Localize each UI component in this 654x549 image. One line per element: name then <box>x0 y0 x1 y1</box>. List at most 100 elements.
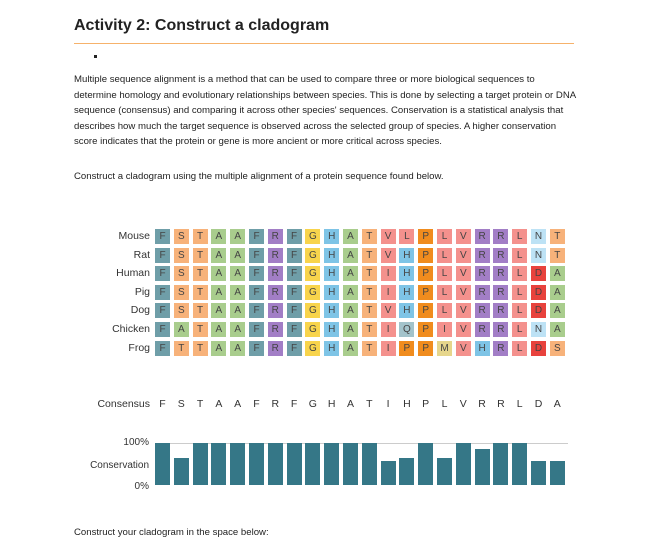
residue-cell: R <box>493 229 509 244</box>
residue-cell: H <box>324 229 340 244</box>
consensus-residue: S <box>177 398 185 410</box>
conservation-bar <box>249 443 264 485</box>
residue-cell: R <box>493 340 509 356</box>
conservation-bar <box>455 443 471 485</box>
residue-cell: M <box>437 340 452 356</box>
residue-cell: H <box>474 340 490 356</box>
residue-cell: A <box>343 247 358 263</box>
conservation-bar <box>155 443 170 485</box>
residue-cell: H <box>324 284 340 300</box>
residue-cell: N <box>531 229 546 244</box>
residue-cell: F <box>249 229 264 244</box>
residue-cell: G <box>305 284 321 300</box>
title-divider <box>74 43 574 44</box>
residue-cell: T <box>361 284 377 300</box>
residue-cell: R <box>267 247 283 263</box>
residue-cell: P <box>418 284 434 300</box>
residue-cell: F <box>249 247 264 263</box>
consensus-residue: H <box>403 398 411 410</box>
residue-cell: F <box>155 247 170 263</box>
residue-cell: A <box>230 247 246 263</box>
residue-cell: L <box>512 284 528 300</box>
residue-cell: R <box>474 266 490 282</box>
residue-cell: D <box>531 303 546 319</box>
residue-cell: A <box>343 229 358 244</box>
residue-cell: F <box>249 322 264 337</box>
consensus-residue: R <box>478 398 486 410</box>
residue-cell: F <box>155 340 170 356</box>
residue-cell: T <box>549 229 565 244</box>
residue-cell: R <box>493 322 509 337</box>
species-label: Mouse <box>118 230 150 242</box>
residue-cell: R <box>474 303 490 319</box>
residue-cell: A <box>211 266 227 282</box>
consensus-residue: I <box>386 398 390 410</box>
residue-cell: P <box>418 340 434 356</box>
residue-cell: I <box>380 284 396 300</box>
residue-cell: A <box>211 340 227 356</box>
conservation-bar <box>361 443 377 485</box>
residue-cell: P <box>418 303 434 319</box>
consensus-residue: R <box>497 398 505 410</box>
residue-cell: A <box>549 284 565 300</box>
residue-cell: R <box>474 284 490 300</box>
residue-cell: T <box>361 340 377 356</box>
residue-cell: F <box>249 266 264 282</box>
residue-cell: F <box>155 322 170 337</box>
residue-cell: V <box>455 284 471 300</box>
bullet-point <box>94 55 97 58</box>
residue-cell: P <box>418 229 434 244</box>
residue-cell: F <box>286 322 302 337</box>
residue-cell: S <box>173 284 189 300</box>
residue-cell: A <box>343 322 358 337</box>
residue-cell: L <box>512 247 528 263</box>
residue-cell: V <box>455 229 471 244</box>
consensus-label: Consensus <box>97 398 150 410</box>
conservation-bar <box>230 443 246 485</box>
gridline-100 <box>155 443 568 444</box>
residue-cell: T <box>361 303 377 319</box>
conservation-bar <box>531 461 546 485</box>
species-label: Pig <box>134 285 150 298</box>
residue-cell: H <box>399 284 415 300</box>
residue-cell: T <box>361 247 377 263</box>
residue-cell: S <box>173 303 189 319</box>
residue-cell: R <box>267 266 283 282</box>
residue-cell: H <box>324 303 340 319</box>
residue-cell: F <box>155 229 170 244</box>
residue-cell: F <box>286 284 302 300</box>
residue-cell: G <box>305 247 321 263</box>
residue-cell: H <box>324 266 340 282</box>
residue-cell: I <box>380 322 396 337</box>
consensus-residue: V <box>459 398 467 410</box>
residue-cell: G <box>305 266 321 282</box>
residue-cell: F <box>286 266 302 282</box>
residue-cell: T <box>192 340 208 356</box>
consensus-residue: A <box>346 398 354 410</box>
residue-cell: T <box>192 303 208 319</box>
conservation-bar <box>211 443 227 485</box>
residue-cell: H <box>399 266 415 282</box>
consensus-residue: D <box>534 398 543 410</box>
residue-cell: R <box>493 247 509 263</box>
residue-cell: R <box>267 303 283 319</box>
residue-cell: N <box>531 322 546 337</box>
residue-cell: A <box>211 322 227 337</box>
residue-cell: A <box>230 229 246 244</box>
residue-cell: D <box>531 284 546 300</box>
residue-cell: R <box>474 229 490 244</box>
consensus-residue: T <box>366 398 373 410</box>
residue-cell: A <box>211 303 227 319</box>
residue-cell: H <box>324 247 340 263</box>
consensus-residue: F <box>253 398 260 410</box>
y-max-label: 100% <box>123 437 149 448</box>
consensus-residue: F <box>159 398 166 410</box>
conservation-bar <box>343 443 358 485</box>
residue-cell: R <box>474 322 490 337</box>
residue-cell: A <box>230 284 246 300</box>
residue-cell: A <box>549 303 565 319</box>
residue-cell: S <box>173 266 189 282</box>
consensus-residue: L <box>516 398 523 410</box>
y-axis-label: Conservation <box>90 460 149 471</box>
residue-cell: T <box>173 340 189 356</box>
